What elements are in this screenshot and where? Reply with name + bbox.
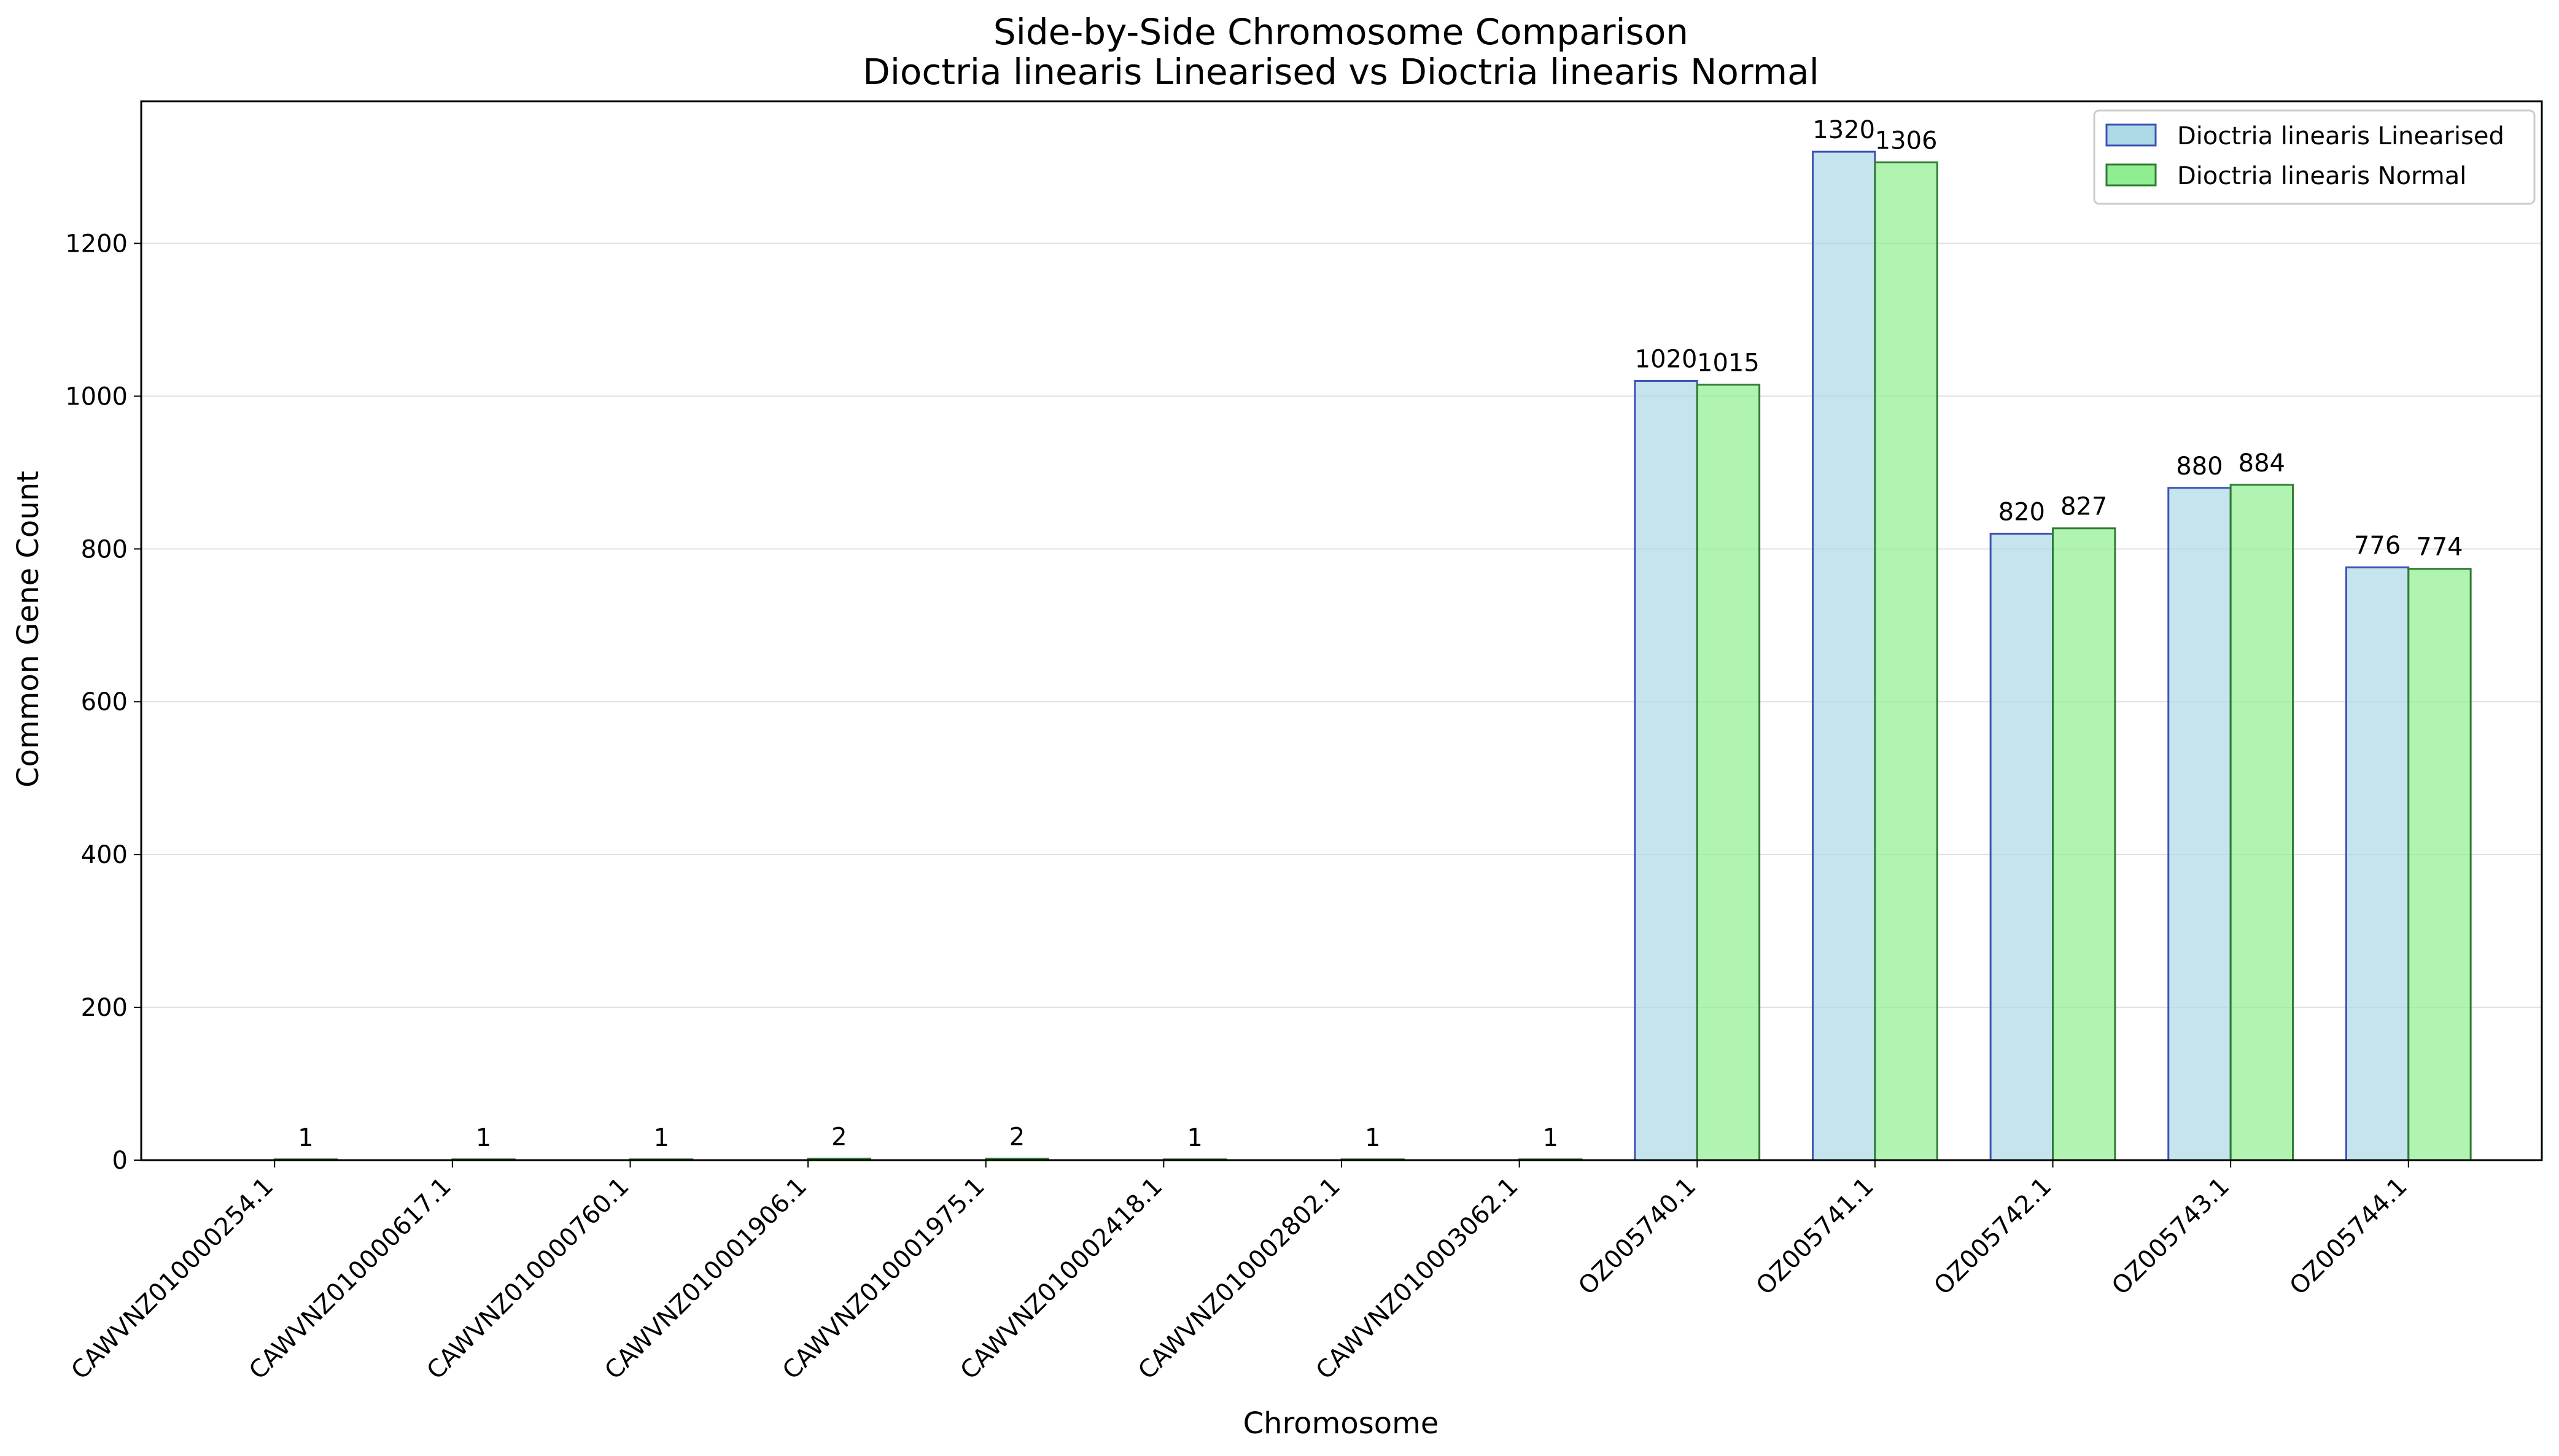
bar-normal-12 [2407,568,2472,1161]
legend-swatch-normal [2105,163,2157,187]
data-label-normal-9: 1306 [1875,127,1938,155]
x-axis-title: Chromosome [1243,1406,1439,1441]
y-tick-label-0: 0 [112,1147,128,1175]
plot-frame [140,100,2543,1161]
y-tick-label-5: 1000 [65,382,128,411]
y-tick-label-4: 800 [81,535,128,563]
y-tick-label-3: 600 [81,688,128,716]
chart-subtitle: Dioctria linearis Linearised vs Dioctria… [863,51,1819,93]
bar-linearised-8 [1634,380,1698,1161]
data-label-normal-1: 1 [476,1124,491,1152]
data-label-linearised-8: 1020 [1635,346,1698,374]
data-label-normal-4: 2 [1009,1123,1025,1152]
data-label-linearised-10: 820 [1998,498,2045,526]
data-label-normal-10: 827 [2060,493,2107,521]
bar-layer [273,150,2472,1161]
legend-label-linearised: Dioctria linearis Linearised [2177,122,2504,150]
data-label-normal-6: 1 [1365,1124,1380,1152]
data-label-normal-0: 1 [298,1124,313,1152]
bar-linearised-11 [2167,487,2232,1161]
data-label-linearised-9: 1320 [1812,116,1875,144]
data-label-normal-11: 884 [2239,449,2285,478]
y-tick-label-6: 1200 [65,230,128,258]
bar-linearised-10 [1989,532,2054,1161]
legend-box [2093,109,2536,205]
bar-normal-9 [1874,161,1938,1161]
data-label-normal-3: 2 [831,1123,847,1152]
data-label-linearised-12: 776 [2354,532,2401,560]
data-label-normal-7: 1 [1543,1124,1558,1152]
data-label-normal-2: 1 [653,1124,669,1152]
bar-linearised-12 [2345,566,2410,1161]
chart-title: Side-by-Side Chromosome Comparison [993,11,1688,53]
data-label-normal-12: 774 [2416,533,2463,562]
bar-linearised-9 [1812,150,1876,1161]
grid-layer [141,242,2542,1009]
legend: Dioctria linearis Linearised Dioctria li… [2093,109,2536,205]
y-tick-label-2: 400 [81,841,128,869]
data-label-linearised-11: 880 [2176,452,2223,481]
legend-swatch-linearised [2105,123,2157,147]
data-label-normal-8: 1015 [1697,349,1760,378]
y-axis-title: Common Gene Count [11,471,45,788]
data-label-layer: 1 1 1 2 2 1 1 1 1020 1015 1320 1306 820 827 880 884 776 7… [298,116,2463,1152]
data-label-normal-5: 1 [1187,1124,1202,1152]
bar-normal-8 [1696,384,1761,1161]
bar-normal-10 [2052,527,2116,1161]
bar-normal-11 [2229,484,2294,1161]
legend-label-normal: Dioctria linearis Normal [2177,162,2466,190]
y-tick-label-1: 200 [81,994,128,1022]
